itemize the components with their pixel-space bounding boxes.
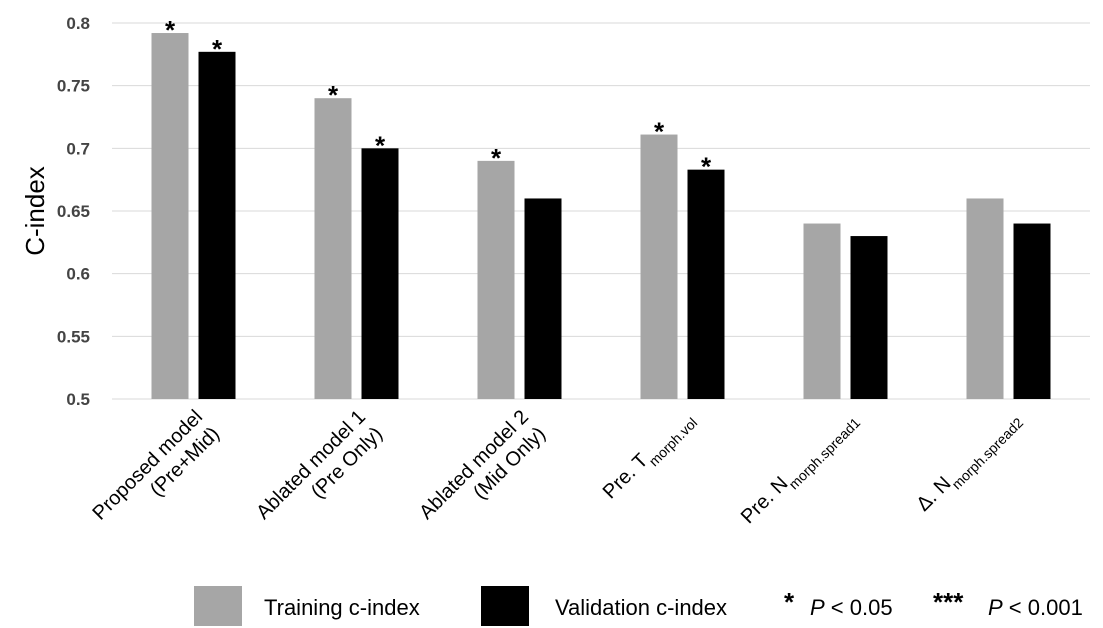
training-bar: [640, 134, 678, 399]
legend-swatch: [194, 586, 242, 626]
significance-mark: *: [375, 130, 386, 160]
category-label: Pre. Tmorph.vol: [599, 406, 701, 508]
y-tick-label: 0.7: [66, 139, 90, 158]
legend-swatch: [481, 586, 529, 626]
significance-mark: *: [165, 15, 176, 45]
significance-legend-mark: ***: [933, 587, 964, 617]
training-bar: [314, 98, 352, 399]
training-bar: [477, 160, 515, 399]
significance-mark: *: [212, 34, 223, 64]
y-tick-label: 0.8: [66, 14, 90, 33]
significance-legend-mark: *: [784, 587, 795, 617]
y-axis-ticks: 0.5 0.55 0.6 0.65 0.7 0.75 0.8: [57, 14, 90, 409]
legend-label: Validation c-index: [555, 595, 727, 620]
category-label: Proposed model(Pre+Mid): [88, 406, 224, 542]
category-label: Δ. Nmorph.spread2: [912, 406, 1026, 520]
validation-bar: [198, 51, 236, 400]
category-label: Pre. Nmorph.spread1: [737, 406, 864, 533]
significance-mark: *: [491, 143, 502, 173]
y-tick-label: 0.75: [57, 77, 90, 96]
training-bar: [803, 223, 841, 399]
y-tick-label: 0.65: [57, 202, 90, 221]
legend-label: Training c-index: [264, 595, 420, 620]
significance-legend-label: P < 0.001: [988, 595, 1083, 620]
y-axis-label: C-index: [20, 166, 50, 256]
training-bar: [151, 33, 189, 399]
significance-legend-label: P < 0.05: [810, 595, 893, 620]
category-label: Ablated model 1(Pre Only): [252, 406, 387, 541]
validation-bar: [361, 148, 399, 399]
significance-mark: *: [701, 152, 712, 182]
y-tick-label: 0.5: [66, 390, 90, 409]
legend: Training c-index Validation c-index * P < 0…: [194, 586, 1083, 626]
bars: [151, 33, 1051, 400]
validation-bar: [1013, 223, 1051, 399]
validation-bar: [850, 236, 888, 399]
significance-mark: *: [654, 117, 665, 147]
significance-mark: *: [328, 80, 339, 110]
significance-marks: * * * * * * *: [165, 15, 712, 182]
gridlines: [112, 22, 1090, 400]
category-label: Ablated model 2(Mid Only): [415, 406, 550, 541]
y-tick-label: 0.6: [66, 265, 90, 284]
training-bar: [966, 198, 1004, 399]
y-tick-label: 0.55: [57, 327, 90, 346]
validation-bar: [524, 198, 562, 399]
validation-bar: [687, 169, 725, 399]
category-labels: Proposed model(Pre+Mid) Ablated model 1(P…: [88, 406, 1026, 542]
